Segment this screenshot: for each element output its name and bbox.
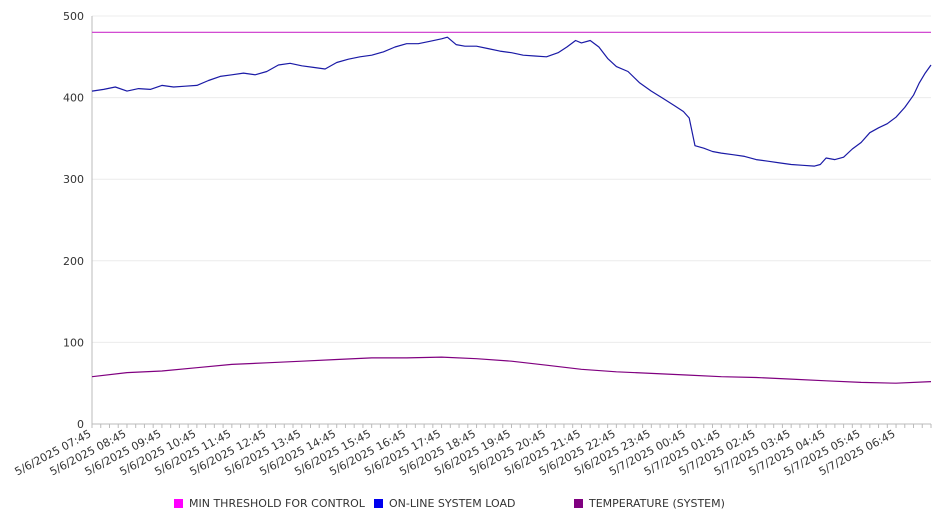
y-tick-label: 0 (77, 418, 84, 431)
legend-label-temperature: TEMPERATURE (SYSTEM) (589, 497, 725, 510)
legend-item-system-load[interactable]: ON-LINE SYSTEM LOAD (374, 497, 515, 510)
legend-label-system-load: ON-LINE SYSTEM LOAD (389, 497, 516, 510)
legend: MIN THRESHOLD FOR CONTROL ON-LINE SYSTEM… (0, 497, 946, 515)
y-tick-label: 400 (63, 92, 84, 105)
series-line-temperature-system (91, 356, 932, 384)
y-tick-label: 500 (63, 10, 84, 23)
x-axis-ticks: 5/6/2025 07:455/6/2025 08:455/6/2025 09:… (13, 424, 932, 478)
grid-lines (92, 15, 931, 343)
series-lines (91, 31, 932, 384)
legend-label-min-threshold: MIN THRESHOLD FOR CONTROL (189, 497, 365, 510)
legend-swatch-temperature (574, 499, 583, 508)
y-tick-label: 300 (63, 173, 84, 186)
legend-item-min-threshold[interactable]: MIN THRESHOLD FOR CONTROL (174, 497, 365, 510)
legend-item-temperature[interactable]: TEMPERATURE (SYSTEM) (574, 497, 725, 510)
y-axis-ticks: 0 100 200 300 400 500 (63, 10, 84, 431)
legend-swatch-system-load (374, 499, 383, 508)
y-tick-label: 100 (63, 336, 84, 349)
y-tick-label: 200 (63, 255, 84, 268)
series-line-on-line-system-load (91, 36, 932, 167)
legend-swatch-min-threshold (174, 499, 183, 508)
